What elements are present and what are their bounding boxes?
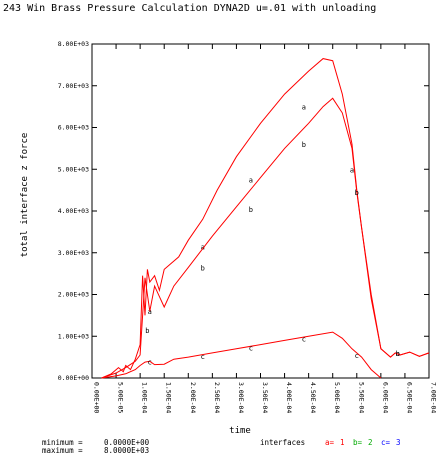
series-a-line xyxy=(101,58,430,379)
x-tick-label: 1.50E-04 xyxy=(165,382,173,413)
plot-frame xyxy=(91,43,430,379)
x-tick-label: 5.00E-04 xyxy=(333,382,341,413)
series-a-marker: a xyxy=(148,308,152,316)
series-b-marker: b xyxy=(355,189,359,197)
x-tick-label: 6.00E-04 xyxy=(381,382,389,413)
series-b-line xyxy=(101,97,430,379)
x-tick-label: 2.50E-04 xyxy=(213,382,221,413)
y-tick-label: 6.00E+03 xyxy=(58,124,89,132)
y-tick-label: 8.00E+03 xyxy=(58,40,89,48)
series-b-marker: b xyxy=(396,350,400,358)
series-b-marker: b xyxy=(201,264,205,272)
interfaces-label: interfaces xyxy=(260,438,305,447)
series-c-line xyxy=(101,331,382,379)
x-tick-label: 5.50E-04 xyxy=(357,382,365,413)
x-tick-label: 5.00E-05 xyxy=(117,382,125,413)
legend: a= 1 b= 2 c= 3 xyxy=(325,438,401,447)
legend-num: 2 xyxy=(368,438,373,447)
y-tick-label: 4.00E+03 xyxy=(58,207,89,215)
series-a-marker: a xyxy=(350,166,354,174)
series-c-marker: c xyxy=(148,358,152,366)
x-ticks-group: 0.00E+00 5.00E-05 1.00E-04 1.50E-04 2.00E-04… xyxy=(91,44,438,413)
y-tick-label: 0.00E+00 xyxy=(58,374,89,382)
x-tick-label: 3.50E-04 xyxy=(261,382,269,413)
legend-key: c= xyxy=(381,438,391,447)
legend-key: a= xyxy=(325,438,335,447)
plot-frame-group xyxy=(91,43,430,379)
series-b-marker: b xyxy=(249,206,253,214)
series-c-marker: c xyxy=(249,345,253,353)
y-tick-label: 2.00E+03 xyxy=(58,291,89,299)
x-tick-label: 3.00E-04 xyxy=(237,382,245,413)
y-tick-label: 3.00E+03 xyxy=(58,249,89,257)
series-c-marker: c xyxy=(355,352,359,360)
y-axis-title: total interface z force xyxy=(20,133,30,258)
y-tick-label: 1.00E+03 xyxy=(58,332,89,340)
series-b-marker: b xyxy=(302,141,306,149)
x-tick-label: 0.00E+00 xyxy=(93,382,101,413)
series-a-marker: a xyxy=(249,177,253,185)
legend-num: 3 xyxy=(396,438,401,447)
x-tick-label: 2.00E-04 xyxy=(189,382,197,413)
maximum-value: 8.0000E+03 xyxy=(104,446,149,455)
x-tick-label: 7.00E-04 xyxy=(430,382,438,413)
x-tick-label: 4.50E-04 xyxy=(309,382,317,413)
series-c-marker: c xyxy=(201,353,205,361)
chart-title: 243 Win Brass Pressure Calculation DYNA2… xyxy=(3,3,376,14)
series-c-marker: c xyxy=(302,335,306,343)
y-ticks-group: 0.00E+00 1.00E+03 2.00E+03 3.00E+03 4.00E+03… xyxy=(58,40,429,382)
minimum-value: 0.0000E+00 xyxy=(104,438,150,447)
maximum-label: maximum = xyxy=(42,446,83,455)
x-tick-label: 1.00E-04 xyxy=(141,382,149,413)
legend-key: b= xyxy=(353,438,363,447)
series-a-marker: a xyxy=(201,243,205,251)
legend-num: 1 xyxy=(340,438,345,447)
x-tick-label: 4.00E-04 xyxy=(285,382,293,413)
x-tick-label: 6.50E-04 xyxy=(405,382,413,413)
series-b-marker: b xyxy=(145,327,149,335)
y-tick-label: 5.00E+03 xyxy=(58,165,89,173)
y-tick-label: 7.00E+03 xyxy=(58,82,89,90)
minimum-label: minimum = xyxy=(42,438,83,447)
x-axis-title: time xyxy=(229,426,251,436)
series-a-marker: a xyxy=(302,104,306,112)
